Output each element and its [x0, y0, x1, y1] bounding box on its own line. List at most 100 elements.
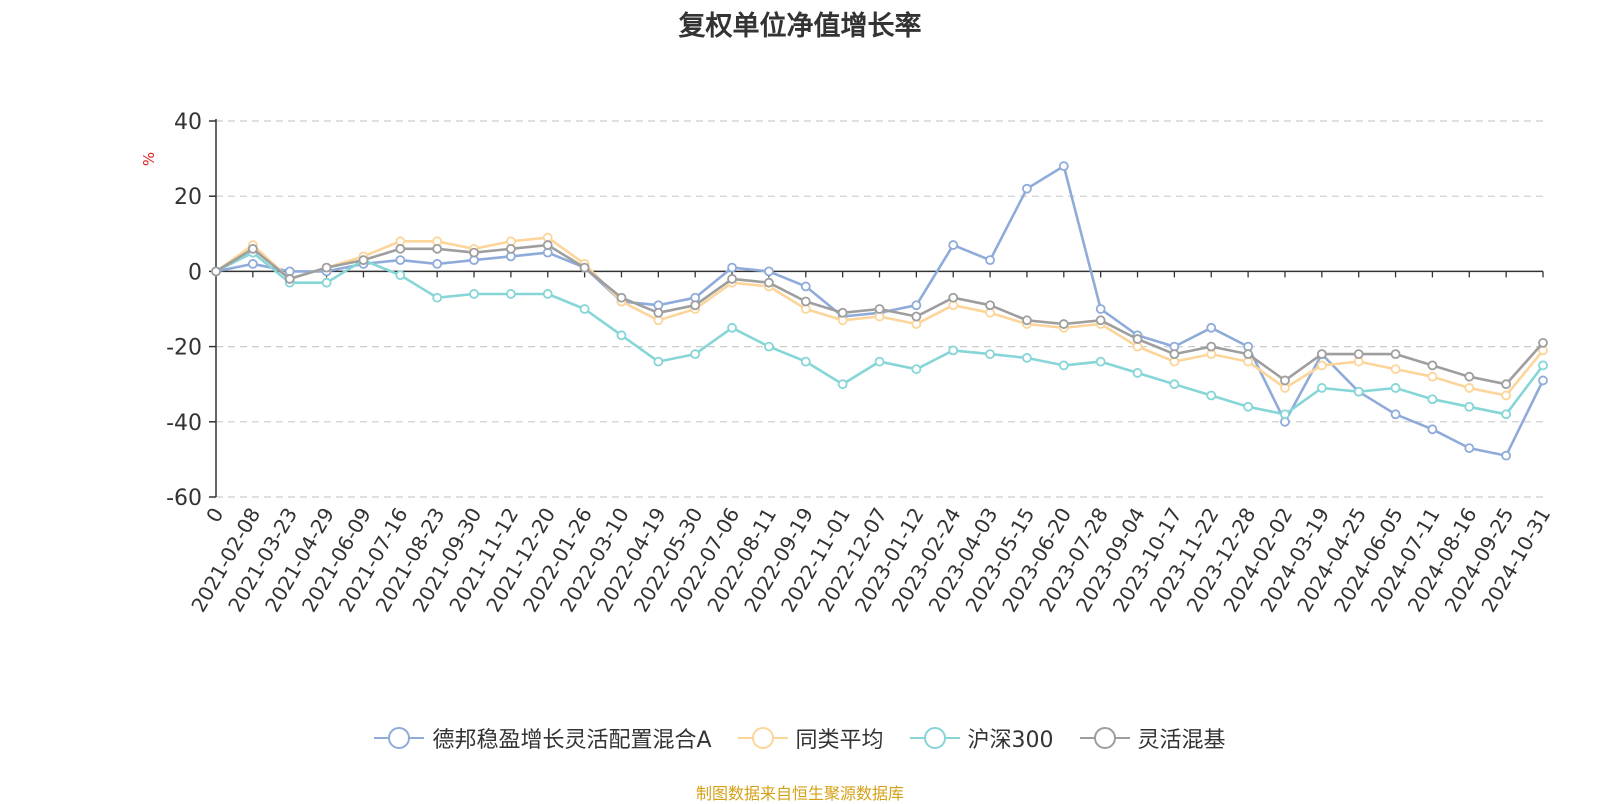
line-chart: 40200-20-40-6002021-02-082021-03-232021-… [166, 110, 1555, 616]
legend-marker-icon [737, 727, 788, 749]
series-4-point [579, 262, 590, 273]
series-3-point [395, 270, 406, 281]
series-1-point [764, 266, 774, 277]
series-2-point [1427, 371, 1438, 382]
y-tick-label: 20 [174, 185, 202, 210]
series-4-point [1132, 334, 1143, 344]
series-3-point [1316, 383, 1327, 393]
series-4-point [1464, 371, 1475, 382]
legend-marker-icon [1079, 727, 1130, 749]
legend-item-1[interactable]: 德邦稳盈增长灵活配置混合A [374, 722, 712, 754]
series-2-point [1501, 390, 1512, 401]
series-1-point [432, 258, 443, 269]
series-4-point [1353, 349, 1364, 360]
legend-item-2[interactable]: 同类平均 [737, 722, 884, 754]
legend: 德邦稳盈增长灵活配置混合A 同类平均 沪深300 灵活混基 [0, 722, 1600, 754]
series-3-point [1132, 368, 1143, 378]
series-3-point [911, 364, 922, 375]
series-4-point [1243, 349, 1254, 360]
series-1-point [1501, 450, 1512, 461]
legend-label: 沪深300 [967, 728, 1054, 753]
series-4-point [321, 262, 332, 273]
series-4-point [1501, 379, 1512, 390]
series-3-point [1243, 401, 1254, 412]
legend-circle [388, 727, 411, 749]
series-3-point [1022, 352, 1032, 363]
series-1-point [948, 240, 959, 250]
legend-label: 同类平均 [795, 728, 884, 753]
series-4-point [247, 243, 258, 254]
series-3-point [616, 330, 627, 341]
legend-marker-icon [374, 727, 425, 749]
series-3-point [1169, 379, 1180, 390]
series-1-point [1427, 424, 1438, 435]
series-3-point [837, 379, 848, 390]
legend-item-3[interactable]: 沪深300 [909, 722, 1054, 754]
series-4-point [690, 300, 701, 311]
series-3-point [1095, 356, 1106, 367]
y-tick-label: -40 [166, 411, 202, 436]
series-4-point [542, 240, 553, 250]
series-4-point [1169, 349, 1180, 360]
series-4-point [1058, 319, 1069, 329]
legend-circle [751, 727, 774, 749]
series-3-point [579, 304, 590, 314]
series-3-point [874, 356, 885, 367]
series-3-point [653, 356, 664, 367]
series-1-point [800, 281, 811, 292]
series-4-point [948, 292, 959, 303]
series-4-point [1095, 315, 1106, 326]
series-4-point [985, 300, 995, 311]
series-4-point [358, 255, 369, 266]
series-1-point [1095, 304, 1106, 314]
series-4-point [653, 307, 664, 318]
legend-label: 灵活混基 [1137, 728, 1226, 753]
series-3-point [800, 356, 811, 367]
series-4-point [874, 304, 885, 314]
series-2-point [1316, 360, 1327, 371]
series-3-point [1353, 386, 1364, 397]
series-1-point [1206, 322, 1217, 333]
series-1-point [911, 300, 922, 311]
series-4-point [800, 296, 811, 307]
series-3-point [948, 345, 959, 356]
source-note: 制图数据来自恒生聚源数据库 [695, 784, 904, 803]
legend-marker-icon [909, 727, 960, 749]
series-3-point [1390, 383, 1401, 393]
series-4-point [1022, 315, 1032, 326]
series-1-point [1538, 375, 1548, 386]
x-tick-label: 0 [201, 504, 228, 527]
series-4-point [284, 274, 295, 284]
series-1-point [1390, 409, 1401, 420]
series-4-point [1206, 341, 1217, 352]
series-3-point [1206, 390, 1217, 401]
series-3-point [1538, 360, 1548, 371]
series-3-point [1427, 394, 1438, 405]
series-3-point [505, 289, 516, 299]
series-4-point [1316, 349, 1327, 360]
series-3-point [1464, 401, 1475, 412]
legend-circle [1093, 727, 1116, 749]
series-4-point [211, 266, 221, 277]
series-3-point [542, 289, 553, 299]
legend-item-4[interactable]: 灵活混基 [1079, 722, 1226, 754]
legend-label: 德邦稳盈增长灵活配置混合A [432, 728, 712, 753]
series-3-point [1501, 409, 1512, 420]
y-tick-label: -60 [166, 486, 202, 511]
series-1-point [727, 262, 737, 273]
series-4-point [1427, 360, 1438, 371]
series-4-point [432, 243, 443, 254]
series-1-point [1464, 443, 1475, 454]
series-3-point [432, 292, 443, 303]
series-4-point [1280, 375, 1290, 386]
series-3-point [690, 349, 701, 360]
series-3-point [1280, 409, 1290, 420]
series-3-point [321, 277, 332, 288]
legend-circle [923, 727, 946, 749]
series-4-point [505, 243, 516, 254]
series-2-point [1390, 364, 1401, 375]
series-4-point [727, 274, 737, 284]
series-2-point [1464, 383, 1475, 393]
series-1-point [1022, 183, 1032, 194]
series-1-point [1058, 161, 1069, 172]
